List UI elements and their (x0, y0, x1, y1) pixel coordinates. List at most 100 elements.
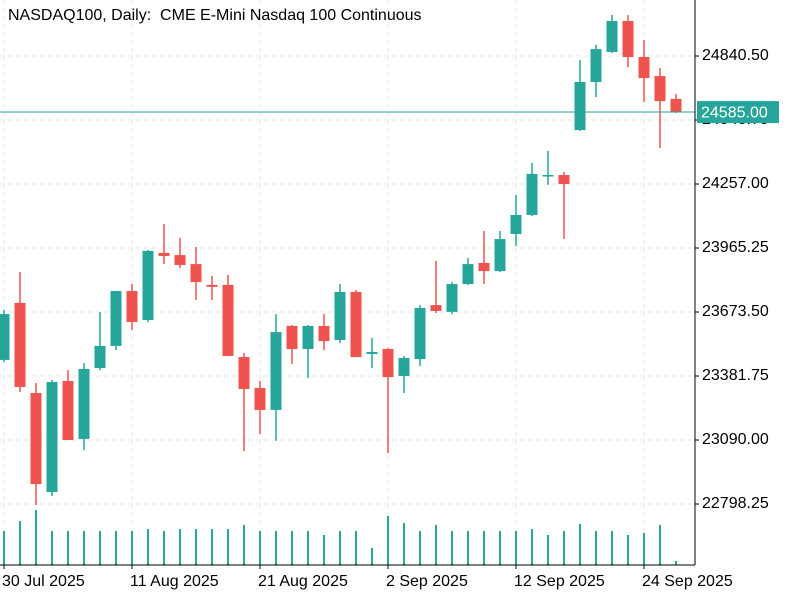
candle-body (126, 291, 138, 322)
chart-title: NASDAQ100, Daily: CME E-Mini Nasdaq 100 … (8, 7, 422, 24)
volume-bar (659, 525, 661, 565)
volume-bar (163, 531, 165, 565)
volume-bar (483, 531, 485, 565)
candle-body (398, 357, 410, 376)
volume-bar (147, 529, 149, 565)
candle-body (510, 214, 522, 235)
candle-body (574, 81, 586, 131)
axis-cover (695, 0, 800, 600)
volume-bar (259, 531, 261, 565)
volume-bar (675, 561, 677, 565)
volume-bar (387, 516, 389, 565)
y-tick-label: 23965.25 (702, 239, 769, 256)
candle-body (670, 98, 682, 113)
candle-body (238, 357, 250, 389)
volume-bar (435, 525, 437, 565)
candle-body (110, 291, 122, 346)
candle-body (302, 325, 314, 349)
x-tick-label: 11 Aug 2025 (130, 573, 219, 590)
volume-bar (83, 531, 85, 565)
y-tick-label: 23381.75 (702, 367, 769, 384)
x-tick-label: 21 Aug 2025 (258, 573, 348, 590)
volume-bar (179, 529, 181, 565)
volume-bar (19, 521, 21, 565)
candle-body (350, 291, 362, 358)
candle-body (558, 175, 570, 185)
candle-body (654, 76, 666, 102)
volume-bar (403, 523, 405, 565)
candle-body (14, 302, 26, 387)
candle-body (78, 368, 90, 439)
candle-body (190, 264, 202, 283)
candle-body (0, 314, 10, 360)
volume-bar (467, 531, 469, 565)
candle-body (366, 352, 378, 355)
candle-body (638, 56, 650, 79)
axis-cover (0, 565, 800, 600)
candle-body (318, 325, 330, 342)
volume-bar (355, 531, 357, 565)
volume-bar (595, 531, 597, 565)
volume-bar (3, 531, 5, 565)
candle-body (30, 393, 42, 485)
volume-bar (643, 533, 645, 565)
candle-body (526, 173, 538, 215)
volume-bar (115, 531, 117, 565)
candle-body (270, 332, 282, 410)
candle-body (46, 382, 58, 492)
candle-body (334, 291, 346, 340)
volume-bar (627, 535, 629, 565)
candle-body (622, 21, 634, 57)
volume-bar (339, 531, 341, 565)
volume-bar (195, 529, 197, 565)
candle-body (382, 348, 394, 378)
candle-body (606, 21, 618, 52)
candle-body (254, 388, 266, 410)
candle-body (286, 325, 298, 349)
volume-bar (371, 548, 373, 565)
volume-bar (579, 524, 581, 565)
volume-bar (35, 510, 37, 565)
candle-body (430, 305, 442, 312)
volume-bar (99, 531, 101, 565)
volume-bar (291, 531, 293, 565)
volume-bar (275, 531, 277, 565)
volume-bar (451, 531, 453, 565)
candle-body (62, 380, 74, 441)
y-tick-label: 23090.00 (702, 431, 769, 448)
x-tick-label: 2 Sep 2025 (386, 573, 468, 590)
volume-bar (547, 535, 549, 565)
x-tick-label: 12 Sep 2025 (514, 573, 605, 590)
candle-body (222, 284, 234, 356)
candle-body (478, 262, 490, 272)
volume-bar (51, 531, 53, 565)
candle-body (542, 175, 554, 177)
candle-body (462, 264, 474, 285)
price-label: 24585.00 (701, 104, 768, 121)
volume-bar (323, 535, 325, 565)
candle-body (590, 49, 602, 82)
x-tick-label: 24 Sep 2025 (642, 573, 733, 590)
volume-bar (611, 531, 613, 565)
volume-bar (211, 529, 213, 565)
candle-body (142, 250, 154, 321)
y-tick-label: 22798.25 (702, 495, 769, 512)
y-tick-label: 24257.00 (702, 175, 769, 192)
volume-bar (499, 531, 501, 565)
x-tick-label: 30 Jul 2025 (2, 573, 85, 590)
volume-bar (531, 529, 533, 565)
price-label-box (697, 101, 779, 124)
volume-bar (419, 531, 421, 565)
volume-bar (243, 525, 245, 565)
candle-body (94, 345, 106, 369)
candle-body (414, 307, 426, 360)
volume-bar (67, 531, 69, 565)
candle-body (174, 255, 186, 265)
volume-bar (307, 531, 309, 565)
candle-body (206, 284, 218, 287)
candle-body (494, 239, 506, 272)
candle-body (158, 252, 170, 256)
y-tick-label: 24840.50 (702, 47, 769, 64)
